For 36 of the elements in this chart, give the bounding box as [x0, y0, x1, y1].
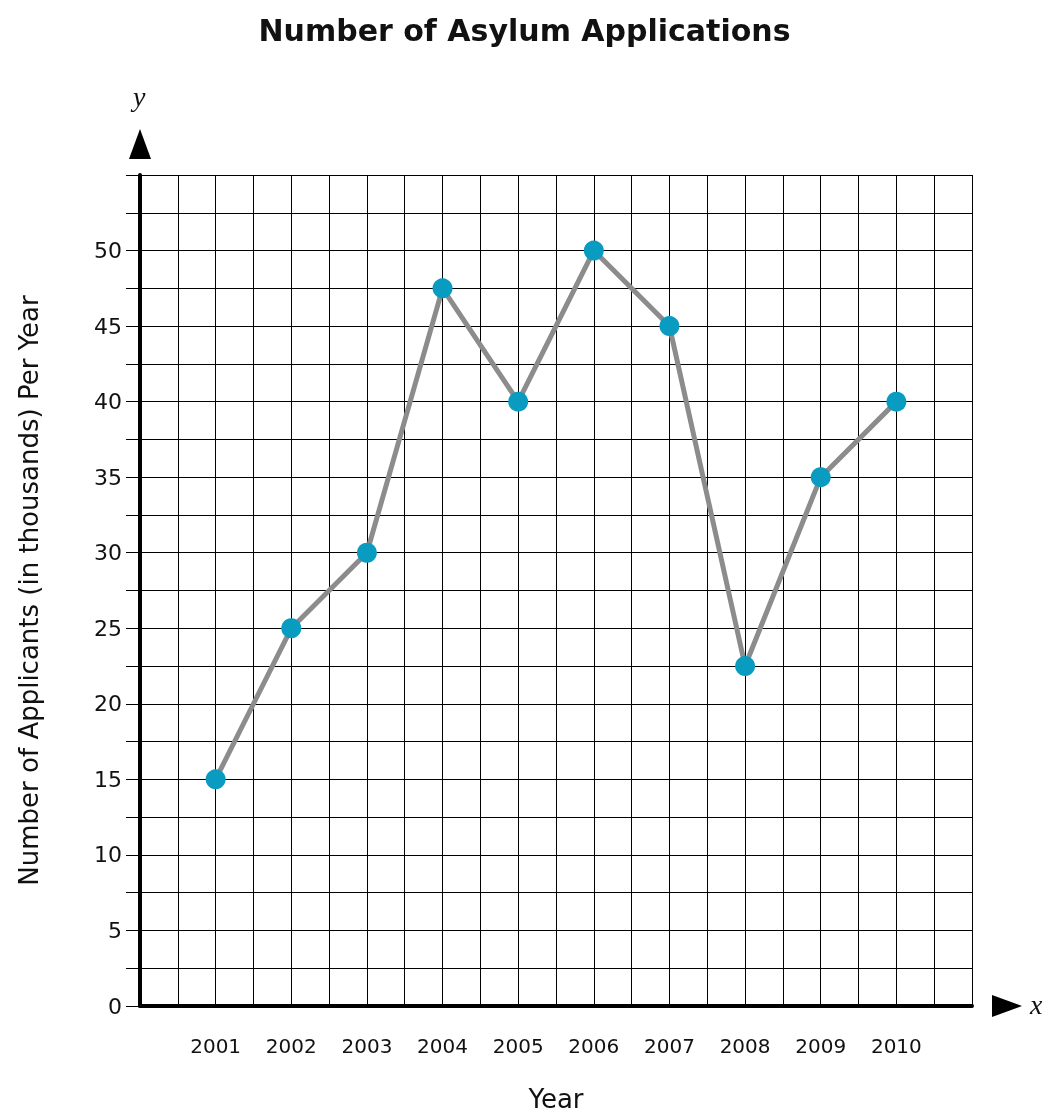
y-tick-label: 25: [94, 615, 122, 641]
point: [205, 769, 226, 790]
x-tick-label: 2010: [870, 1034, 922, 1058]
y-tick-label: 30: [94, 540, 122, 566]
point: [508, 391, 529, 412]
y-tick-label: 40: [94, 389, 122, 415]
x-axis-title: Year: [527, 1084, 584, 1114]
x-tick-label: 2008: [719, 1034, 771, 1058]
x-tick-label: 2007: [644, 1034, 695, 1058]
x-tick-label: 2002: [265, 1034, 317, 1058]
point: [810, 467, 831, 488]
point: [735, 656, 756, 677]
y-tick-label: 0: [108, 993, 122, 1019]
point: [583, 240, 604, 261]
y-tick-label: 5: [108, 917, 122, 943]
x-tick-label: 2004: [417, 1034, 468, 1058]
point: [356, 542, 377, 563]
x-tick-label: 2009: [795, 1034, 847, 1058]
point: [432, 278, 453, 299]
y-tick-label: 10: [94, 842, 122, 868]
x-tick-label: 2006: [568, 1034, 620, 1058]
x-tick-label: 2001: [190, 1034, 242, 1058]
y-tick-label: 50: [94, 238, 122, 264]
y-tick-label: 45: [94, 313, 122, 339]
y-axis-title: Number of Applicants (in thousands) Per Year: [14, 295, 44, 886]
y-tick-label: 15: [94, 766, 122, 792]
y-tick-label: 35: [94, 464, 122, 490]
point: [659, 316, 680, 337]
point: [281, 618, 302, 639]
point: [886, 391, 907, 412]
x-tick-label: 2005: [492, 1034, 544, 1058]
text: y: [130, 80, 146, 112]
chart-title: Number of Asylum Applications: [258, 12, 791, 48]
y-tick-label: 20: [94, 691, 122, 717]
text: x: [1029, 988, 1043, 1020]
x-tick-label: 2003: [341, 1034, 393, 1058]
